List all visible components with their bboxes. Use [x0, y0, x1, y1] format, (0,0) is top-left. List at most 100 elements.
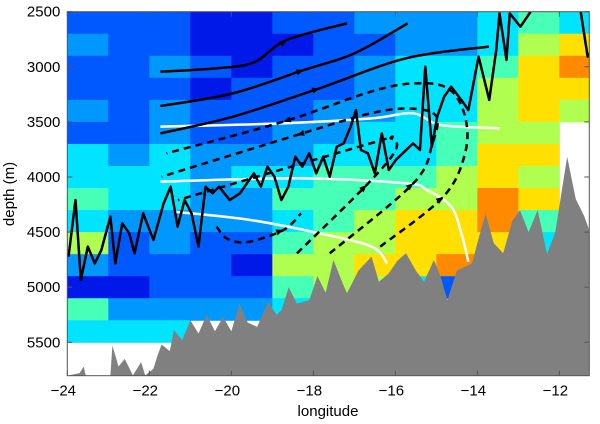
heatmap-cell — [231, 188, 273, 211]
heatmap-cell — [67, 320, 109, 343]
heatmap-cell — [477, 143, 519, 167]
heatmap-cell — [67, 276, 109, 299]
heatmap-cell — [559, 99, 590, 123]
arrow-icon — [405, 183, 414, 191]
heatmap-cell — [108, 55, 150, 79]
heatmap-cell — [436, 232, 478, 255]
y-tick-label: 5500 — [27, 334, 60, 351]
heatmap-cell — [436, 165, 478, 189]
heatmap-cell — [313, 210, 355, 233]
dashed-streamline — [166, 81, 469, 248]
heatmap-cell — [272, 232, 314, 255]
heatmap-cell — [67, 55, 109, 79]
heatmap-cell — [477, 55, 519, 79]
heatmap-cell — [108, 121, 150, 145]
heatmap-cell — [149, 55, 191, 79]
heatmap-cell — [108, 254, 150, 277]
heatmap-cell — [190, 298, 232, 321]
heatmap-cell — [354, 232, 396, 255]
arrow-icon — [295, 69, 304, 76]
heatmap-cell — [518, 11, 560, 35]
x-tick-label: −18 — [297, 383, 322, 400]
heatmap-cell — [395, 188, 437, 211]
heatmap-cell — [354, 210, 396, 233]
heatmap-cell — [559, 33, 590, 57]
x-tick-label: −20 — [215, 383, 240, 400]
streamlines — [67, 11, 590, 282]
heatmap-cell — [149, 232, 191, 255]
heatmap-cell — [518, 165, 560, 189]
white-contour-line — [160, 177, 470, 263]
heatmap-cell — [436, 55, 478, 79]
heatmap-cell — [436, 11, 478, 35]
heatmap-cell — [67, 11, 109, 35]
arrow-icon — [296, 129, 305, 136]
heatmap-cell — [149, 33, 191, 57]
heatmap-cell — [395, 121, 437, 145]
heatmap-cell — [272, 99, 314, 123]
heatmap-cell — [108, 143, 150, 167]
heatmap-cell — [149, 11, 191, 35]
heatmap-cell — [395, 210, 437, 233]
heatmap-cell — [231, 143, 273, 167]
heatmap-cell — [231, 55, 273, 79]
arrow-icon — [435, 196, 444, 204]
heatmap-cell — [518, 188, 560, 211]
heatmap-cell — [108, 77, 150, 101]
heatmap-cell — [436, 143, 478, 167]
heatmap-cell — [395, 33, 437, 57]
heatmap — [67, 11, 590, 343]
heatmap-cell — [67, 77, 109, 101]
heatmap-cell — [108, 99, 150, 123]
x-tick-label: −16 — [379, 383, 404, 400]
dashed-streamline — [215, 212, 302, 244]
heatmap-cell — [67, 99, 109, 123]
heatmap-cell — [436, 99, 478, 123]
heatmap-cell — [272, 55, 314, 79]
black-noisy-line — [579, 11, 590, 58]
heatmap-cell — [518, 33, 560, 57]
x-axis-label: longitude — [298, 403, 359, 420]
heatmap-cell — [559, 55, 590, 79]
heatmap-cell — [518, 143, 560, 167]
heatmap-cell — [272, 121, 314, 145]
heatmap-cell — [67, 143, 109, 167]
heatmap-cell — [108, 33, 150, 57]
heatmap-cell — [272, 33, 314, 57]
heatmap-cell — [272, 11, 314, 35]
heatmap-cell — [149, 254, 191, 277]
heatmap-cell — [67, 33, 109, 57]
heatmap-cell — [67, 298, 109, 321]
y-axis-label: depth (m) — [1, 162, 18, 226]
heatmap-cell — [395, 11, 437, 35]
white-contour-line — [174, 210, 389, 265]
heatmap-cell — [477, 188, 519, 211]
y-tick-label: 4000 — [27, 169, 60, 186]
heatmap-cell — [559, 11, 590, 35]
x-tick-label: −12 — [543, 383, 568, 400]
heatmap-cell — [108, 11, 150, 35]
heatmap-cell — [149, 99, 191, 123]
heatmap-cell — [108, 188, 150, 211]
heatmap-cell — [190, 165, 232, 189]
arrow-icon — [311, 87, 320, 94]
heatmap-cell — [67, 165, 109, 189]
heatmap-cell — [518, 121, 560, 145]
heatmap-cell — [354, 188, 396, 211]
heatmap-cell — [149, 77, 191, 101]
axes-ticks: −24 −22 −20 −18 −16 −14 −12 2500 3000 3500 4000 450… — [27, 4, 590, 400]
heatmap-cell — [313, 33, 355, 57]
heatmap-cell — [272, 188, 314, 211]
heatmap-cell — [108, 165, 150, 189]
heatmap-cell — [518, 77, 560, 101]
arrow-icon — [359, 184, 367, 193]
heatmap-cell — [395, 77, 437, 101]
heatmap-cell — [190, 276, 232, 299]
heatmap-cell — [354, 33, 396, 57]
heatmap-cell — [477, 165, 519, 189]
heatmap-cell — [231, 11, 273, 35]
heatmap-cell — [190, 33, 232, 57]
dashed-streamline — [177, 135, 399, 255]
heatmap-cell — [190, 254, 232, 277]
heatmap-cell — [559, 77, 590, 101]
